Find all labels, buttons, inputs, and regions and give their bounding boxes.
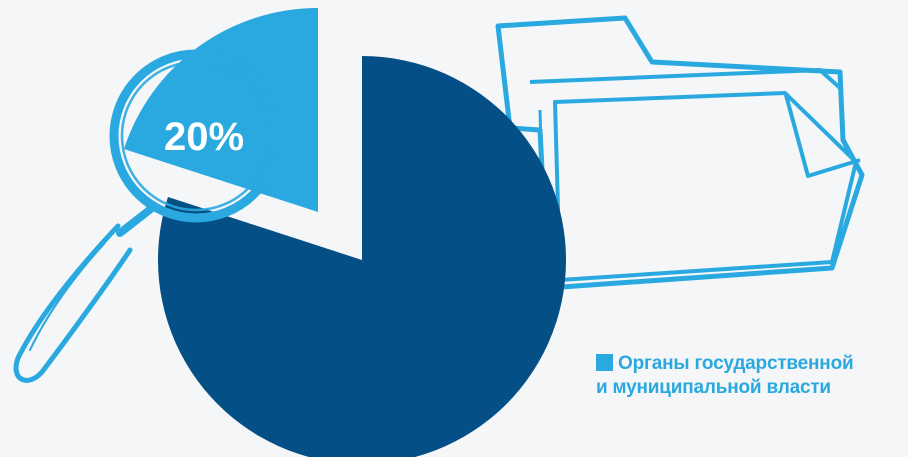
pie-slice-main [158,56,566,457]
pie-slices [123,8,566,457]
legend-label-line-1: Органы государственной [618,353,854,374]
magnifying-glass-icon [13,49,283,383]
legend: Органы государственной и муниципальной в… [596,352,906,400]
legend-entry: Органы государственной [596,352,906,376]
legend-swatch [596,354,613,371]
slice-data-label: 20% [164,115,244,159]
pie-slice-highlighted [123,8,319,212]
legend-label-line-2: и муниципальной власти [596,377,831,398]
